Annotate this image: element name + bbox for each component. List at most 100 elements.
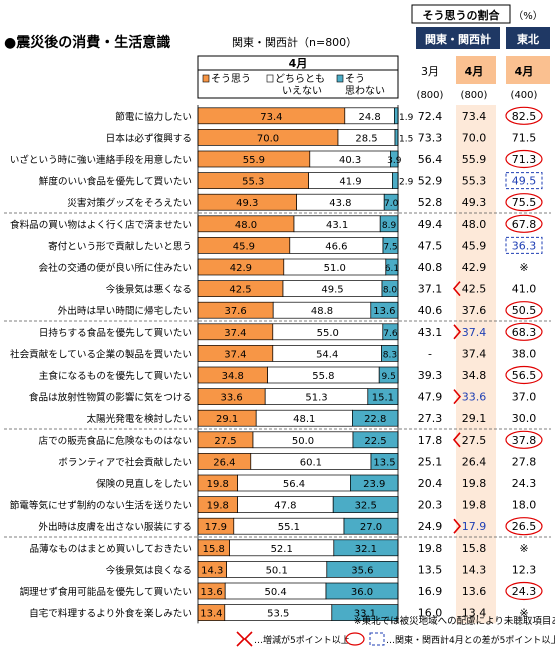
march-value: 20.4	[418, 477, 443, 490]
bar-label: 33.1	[354, 609, 376, 620]
april-value: 37.6	[462, 304, 487, 317]
bar-label: 45.9	[233, 241, 255, 252]
legend-label: 思わない	[345, 85, 385, 97]
row-label: 今後景気は良くなる	[106, 564, 192, 576]
col-header: 4月	[465, 65, 484, 78]
row-label: 調理せず食用可能品を優先して買いたい	[20, 586, 192, 598]
bar-label: 49.3	[236, 198, 258, 209]
march-value: 13.5	[418, 563, 443, 576]
col-n-label: (800)	[461, 90, 488, 101]
bar-label: 19.8	[207, 501, 229, 512]
bar-label: 13.5	[373, 457, 395, 468]
bar-label: 48.1	[293, 414, 315, 425]
bar-label: 47.8	[274, 501, 296, 512]
march-value: 25.1	[418, 455, 443, 468]
tohoku-value: 71.3	[512, 153, 537, 166]
col-header: 3月	[421, 65, 439, 78]
unit-label: （%）	[513, 10, 543, 22]
bar-label: 37.6	[224, 306, 246, 317]
tohoku-value: 18.0	[512, 499, 537, 512]
row-label: 品薄なものはまとめ買いしておきたい	[29, 543, 192, 555]
legend-box	[197, 69, 399, 99]
increase-marker	[452, 281, 461, 297]
tohoku-value: 36.3	[512, 239, 537, 252]
bar-label: 50.1	[266, 565, 288, 576]
col-n-label: (800)	[417, 90, 444, 101]
march-value: 52.9	[418, 175, 443, 188]
bar-label: 48.0	[235, 220, 257, 231]
bar-label: 51.0	[324, 263, 346, 274]
legend-label: そう思う	[211, 73, 251, 85]
bar-label: 55.9	[243, 155, 265, 166]
march-value: 47.5	[418, 239, 443, 252]
march-value: -	[428, 347, 432, 360]
april-value: 70.0	[462, 131, 487, 144]
bar-label: 43.1	[326, 220, 348, 231]
march-value: 16.0	[418, 607, 443, 620]
bar-label: 29.1	[216, 414, 238, 425]
bar-label: 24.8	[358, 112, 380, 123]
bar-label: 27.5	[214, 436, 236, 447]
tohoku-value: 67.8	[512, 218, 537, 231]
april-value: 45.9	[462, 239, 487, 252]
bar-label: 52.1	[271, 544, 293, 555]
row-label: 保険の見直しをしたい	[96, 478, 192, 490]
march-value: 40.8	[418, 261, 443, 274]
bar-label: 1.9	[399, 113, 414, 123]
march-value: 72.4	[418, 110, 443, 123]
tohoku-value: ※	[519, 261, 528, 274]
panel-label: 4月	[289, 57, 308, 70]
row-label: 災害対策グッズをそろえたい	[67, 197, 192, 209]
tohoku-value: 68.3	[512, 326, 537, 339]
bar-label: 35.6	[351, 565, 373, 576]
april-value: 37.4	[462, 347, 487, 360]
april-value: 15.8	[462, 542, 487, 555]
tohoku-value: 50.5	[512, 304, 537, 317]
march-value: 39.3	[418, 369, 443, 382]
bar-label: 40.3	[339, 155, 361, 166]
row-label: 店での販売食品に危険なものはない	[39, 435, 193, 447]
april-value: 27.5	[462, 434, 487, 447]
bar-label: 1.5	[399, 134, 413, 144]
decrease-marker	[453, 324, 462, 340]
march-value: 19.8	[418, 542, 443, 555]
row-label: 社会貢献をしている企業の製品を買いたい	[10, 348, 192, 360]
group-tohoku-box	[506, 27, 550, 49]
row-label: 外出時は早い時間に帰宅したい	[58, 305, 192, 317]
bar-label: 9.5	[382, 372, 396, 382]
april-value: 37.4	[462, 326, 487, 339]
group-tohoku-label: 東北	[517, 32, 539, 46]
tohoku-circle-mark	[505, 581, 543, 601]
bar-label: 22.5	[364, 436, 386, 447]
row-label: 今後景気は悪くなる	[106, 284, 192, 296]
row-label: いざという時に強い連絡手段を用意したい	[10, 154, 192, 166]
row-label: 日持ちする食品を優先して買いたい	[39, 327, 192, 339]
bar-label: 33.6	[220, 393, 242, 404]
row-label: 主食になるものを優先して買いたい	[39, 370, 192, 382]
bar-label: 42.5	[229, 285, 251, 296]
bar-label: 41.9	[339, 177, 361, 188]
april-value: 14.3	[462, 563, 487, 576]
bar-label: 48.8	[311, 306, 333, 317]
bar-label: 70.0	[257, 133, 279, 144]
legend-swatch	[336, 74, 344, 83]
legend-decrease-marker	[243, 631, 253, 647]
legend-swatch	[266, 74, 274, 83]
col-header: 4月	[515, 65, 534, 78]
bar-label: 37.4	[224, 328, 246, 339]
tohoku-value: 27.8	[512, 455, 537, 468]
march-value: 47.9	[418, 391, 443, 404]
legend-change-text: …増減が5ポイント以上	[254, 634, 350, 646]
ratio-header: そう思うの割合	[423, 8, 501, 22]
bar-label: 8.3	[383, 350, 397, 360]
tohoku-circle-mark	[505, 193, 543, 212]
bar-label: 8.0	[383, 286, 398, 296]
legend-label: どちらとも	[275, 73, 325, 85]
march-value: 17.8	[418, 434, 443, 447]
bar-label: 13.4	[200, 609, 222, 620]
legend-box-mark	[369, 632, 385, 646]
bar-label: 56.4	[283, 479, 305, 490]
bar-label: 55.1	[278, 522, 300, 533]
tohoku-value: 37.8	[512, 434, 537, 447]
bar-label: 49.5	[321, 285, 343, 296]
